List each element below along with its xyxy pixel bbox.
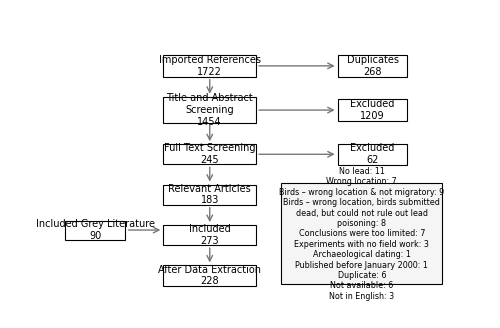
FancyBboxPatch shape [163, 185, 256, 205]
FancyBboxPatch shape [66, 220, 126, 239]
FancyBboxPatch shape [163, 225, 256, 245]
FancyBboxPatch shape [163, 55, 256, 77]
FancyBboxPatch shape [163, 265, 256, 286]
FancyBboxPatch shape [163, 144, 256, 164]
Text: Relevant Articles
183: Relevant Articles 183 [168, 184, 251, 205]
FancyBboxPatch shape [282, 183, 442, 284]
FancyBboxPatch shape [338, 55, 407, 77]
Text: Full Text Screening
245: Full Text Screening 245 [164, 143, 256, 165]
FancyBboxPatch shape [163, 97, 256, 123]
Text: Excluded
1209: Excluded 1209 [350, 99, 395, 121]
FancyBboxPatch shape [338, 144, 407, 165]
Text: Included Grey Literature
90: Included Grey Literature 90 [36, 219, 155, 241]
Text: Included
273: Included 273 [189, 224, 230, 246]
Text: Excluded
62: Excluded 62 [350, 143, 395, 165]
Text: After Data Extraction
228: After Data Extraction 228 [158, 265, 261, 286]
Text: Imported References
1722: Imported References 1722 [159, 55, 261, 77]
Text: No lead: 11
Wrong location: 7
Birds – wrong location & not migratory: 9
Birds – : No lead: 11 Wrong location: 7 Birds – wr… [279, 167, 444, 301]
Text: Duplicates
268: Duplicates 268 [346, 55, 399, 77]
Text: Title and Abstract
Screening
1454: Title and Abstract Screening 1454 [166, 93, 253, 127]
FancyBboxPatch shape [338, 99, 407, 121]
